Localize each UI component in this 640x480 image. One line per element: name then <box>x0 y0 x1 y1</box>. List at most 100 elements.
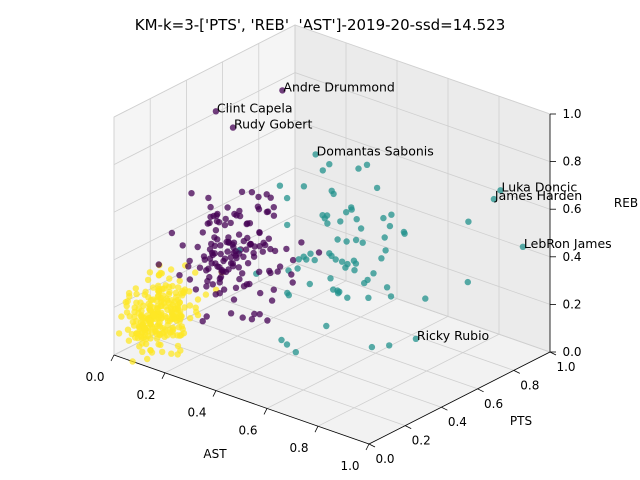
data-point-cluster-0 <box>206 219 213 226</box>
data-point-cluster-0 <box>264 317 271 324</box>
data-point-cluster-2 <box>118 313 125 320</box>
data-point-cluster-1 <box>363 161 371 168</box>
y-axis-line <box>368 351 551 445</box>
x-tick-label: 1.0 <box>340 459 359 473</box>
data-point-cluster-2 <box>181 304 188 311</box>
data-point-cluster-0 <box>224 204 231 211</box>
data-point-cluster-1 <box>519 243 527 250</box>
data-point-cluster-0 <box>246 241 253 248</box>
data-point-cluster-1 <box>386 342 393 349</box>
data-point-cluster-0 <box>211 250 218 257</box>
data-point-cluster-2 <box>192 269 199 276</box>
axis-lines <box>113 114 551 445</box>
data-point-cluster-2 <box>141 324 148 331</box>
data-point-cluster-2 <box>174 302 182 309</box>
data-point-cluster-1 <box>332 256 339 263</box>
data-point-cluster-1 <box>294 265 301 272</box>
point-annotations: Andre Drummond Clint Capela Rudy Gobert Dom… <box>217 79 612 342</box>
data-point-cluster-2 <box>177 290 184 297</box>
data-point-cluster-2 <box>142 288 149 295</box>
data-point-cluster-2 <box>144 355 151 363</box>
data-point-cluster-2 <box>145 317 152 324</box>
data-point-cluster-2 <box>169 328 176 335</box>
data-point-cluster-2 <box>123 309 131 316</box>
point-annotation: James Harden <box>494 188 582 203</box>
data-point-cluster-2 <box>153 335 161 342</box>
data-point-cluster-0 <box>230 296 238 303</box>
data-point-cluster-0 <box>298 239 305 246</box>
data-point-cluster-1 <box>324 220 331 227</box>
data-point-cluster-0 <box>216 290 223 297</box>
data-point-cluster-2 <box>158 315 165 322</box>
data-point-cluster-1 <box>355 165 362 172</box>
z-tick-label: 0.2 <box>562 297 581 311</box>
data-point-cluster-1 <box>388 211 395 218</box>
x-axis-line <box>113 354 370 445</box>
x-tick-mark <box>212 390 217 397</box>
data-point-cluster-0 <box>217 242 224 249</box>
x-axis-label: AST <box>203 447 227 461</box>
data-point-cluster-2 <box>173 293 180 301</box>
x-tick-mark <box>110 354 115 362</box>
data-point-cluster-0 <box>255 193 262 201</box>
point-annotation: Luka Doncic <box>502 179 578 194</box>
data-point-cluster-0 <box>212 108 220 115</box>
data-point-cluster-2 <box>125 337 133 344</box>
data-point-cluster-0 <box>227 260 235 267</box>
data-point-cluster-2 <box>137 299 144 306</box>
data-point-cluster-2 <box>194 311 202 319</box>
data-point-cluster-0 <box>179 242 186 249</box>
z-tick-label: 0.8 <box>562 155 581 169</box>
data-point-cluster-1 <box>295 256 302 263</box>
data-point-cluster-2 <box>139 348 146 355</box>
data-point-cluster-0 <box>205 194 212 202</box>
data-point-cluster-0 <box>279 87 286 94</box>
axis-panes <box>112 24 552 445</box>
data-point-cluster-1 <box>283 341 291 348</box>
data-point-cluster-0 <box>248 316 256 323</box>
y-tick-mark <box>477 388 484 393</box>
data-point-cluster-2 <box>178 331 185 338</box>
data-point-cluster-1 <box>401 230 408 237</box>
data-point-cluster-0 <box>222 215 229 223</box>
data-point-cluster-0 <box>204 277 211 285</box>
data-point-cluster-2 <box>144 276 152 284</box>
data-point-cluster-1 <box>321 215 328 222</box>
data-point-cluster-0 <box>206 246 214 253</box>
data-point-cluster-0 <box>289 279 296 286</box>
data-point-cluster-1 <box>300 253 307 260</box>
data-point-cluster-2 <box>133 290 140 298</box>
data-point-cluster-0 <box>239 314 246 321</box>
data-point-cluster-1 <box>344 294 351 301</box>
data-point-cluster-2 <box>139 340 146 347</box>
y-tick-label: 0.6 <box>484 397 503 411</box>
data-point-cluster-1 <box>359 239 366 246</box>
data-point-cluster-0 <box>227 254 234 261</box>
point-annotation: Andre Drummond <box>283 79 394 94</box>
y-tick-label: 1.0 <box>556 360 575 374</box>
data-point-cluster-2 <box>124 326 132 333</box>
z-axis-label: REB <box>614 196 638 210</box>
data-point-cluster-0 <box>248 189 256 196</box>
point-annotation: Domantas Sabonis <box>317 143 434 158</box>
data-point-cluster-0 <box>213 212 220 219</box>
data-point-cluster-1 <box>292 349 299 356</box>
data-point-cluster-0 <box>236 275 243 283</box>
data-point-cluster-2 <box>131 313 138 320</box>
data-point-cluster-2 <box>158 302 165 310</box>
data-point-cluster-0 <box>221 221 229 229</box>
data-point-cluster-0 <box>235 264 242 271</box>
data-point-cluster-0 <box>242 246 250 253</box>
data-point-cluster-0 <box>262 241 269 249</box>
data-point-cluster-2 <box>168 350 175 357</box>
data-point-cluster-0 <box>240 283 248 290</box>
data-point-cluster-2 <box>175 284 182 291</box>
data-point-cluster-0 <box>257 289 264 297</box>
y-tick-label: 0.2 <box>412 434 431 448</box>
data-point-cluster-0 <box>256 268 263 275</box>
data-point-cluster-2 <box>174 351 181 358</box>
data-point-cluster-1 <box>365 294 372 301</box>
data-point-cluster-0 <box>238 188 246 195</box>
data-point-cluster-1 <box>334 236 341 243</box>
data-point-cluster-0 <box>203 283 210 290</box>
